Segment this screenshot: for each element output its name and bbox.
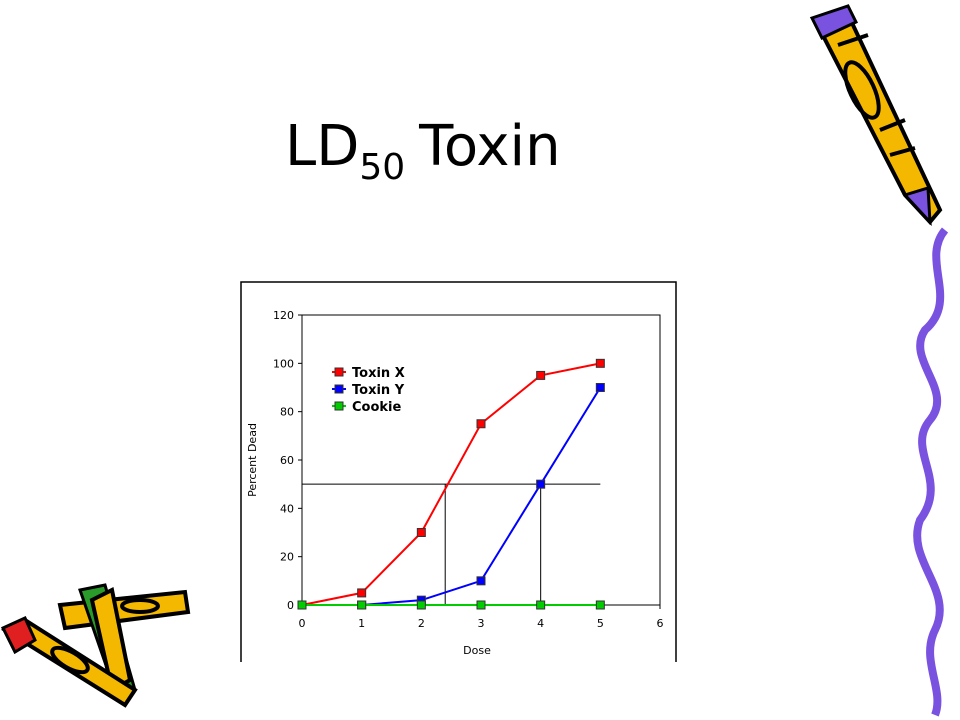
data-point (297, 600, 307, 610)
chart-frame (240, 281, 677, 662)
legend-label: Toxin X (352, 366, 405, 381)
data-point (595, 358, 605, 368)
data-point (476, 600, 486, 610)
data-point (416, 528, 426, 537)
series-line (301, 362, 601, 606)
data-point (595, 383, 605, 392)
data-point (476, 576, 486, 586)
data-point (416, 600, 426, 610)
x-tick-label: 6 (657, 617, 664, 630)
y-axis-label: Percent Dead (246, 423, 259, 497)
legend-marker (334, 401, 344, 411)
data-point (357, 600, 367, 610)
data-point (595, 600, 605, 610)
crayon-decoration (809, 4, 943, 227)
y-tick-label: 40 (280, 502, 294, 515)
data-point (536, 370, 546, 380)
legend-marker (334, 367, 344, 377)
x-tick-label: 4 (537, 617, 544, 630)
slide-title: LD50 Toxin (285, 114, 561, 188)
y-tick-label: 0 (287, 599, 294, 612)
legend-label: Toxin Y (352, 383, 405, 398)
x-tick-label: 0 (299, 617, 306, 630)
squiggle-decoration (913, 227, 949, 717)
plot-area (301, 314, 661, 606)
x-tick-label: 5 (597, 617, 604, 630)
title-rest: Toxin (418, 114, 560, 179)
data-point (476, 419, 486, 429)
title-subscript: 50 (359, 147, 405, 188)
legend-label: Cookie (352, 400, 402, 415)
y-tick-label: 80 (280, 406, 294, 419)
y-tick-label: 20 (280, 551, 294, 564)
data-point (536, 479, 546, 489)
y-tick-label: 100 (273, 357, 294, 370)
y-tick-label: 120 (273, 309, 294, 322)
crayons-decoration (0, 583, 191, 708)
x-tick-label: 2 (418, 617, 425, 630)
y-tick-label: 60 (280, 454, 294, 467)
title-main: LD (285, 114, 359, 179)
series-line (302, 386, 602, 606)
x-tick-label: 1 (358, 617, 365, 630)
data-point (357, 588, 367, 598)
x-axis-label: Dose (463, 644, 491, 657)
x-tick-label: 3 (478, 617, 485, 630)
legend-marker (334, 384, 344, 394)
data-point (536, 600, 546, 610)
